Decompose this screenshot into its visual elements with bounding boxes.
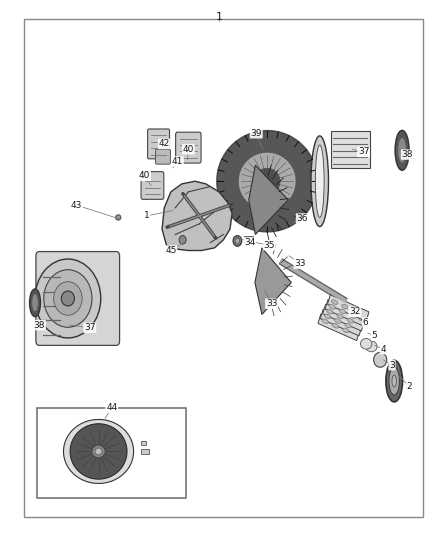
Ellipse shape — [389, 367, 399, 395]
Ellipse shape — [322, 319, 328, 324]
FancyBboxPatch shape — [141, 172, 164, 199]
Text: 34: 34 — [244, 238, 255, 247]
Polygon shape — [217, 131, 318, 232]
Ellipse shape — [395, 131, 409, 171]
Text: 40: 40 — [139, 172, 150, 180]
Text: 38: 38 — [34, 321, 45, 329]
FancyBboxPatch shape — [176, 132, 201, 163]
Ellipse shape — [44, 270, 92, 327]
FancyBboxPatch shape — [328, 295, 369, 321]
Polygon shape — [162, 181, 232, 251]
Text: 1: 1 — [215, 12, 223, 22]
Ellipse shape — [366, 341, 377, 352]
Text: 39: 39 — [251, 129, 262, 138]
Ellipse shape — [32, 294, 38, 312]
Text: 32: 32 — [349, 308, 360, 316]
Bar — [141, 441, 146, 445]
Ellipse shape — [350, 313, 356, 318]
Ellipse shape — [315, 145, 324, 217]
Polygon shape — [240, 154, 295, 209]
Ellipse shape — [35, 259, 101, 338]
Ellipse shape — [61, 291, 74, 306]
Circle shape — [235, 238, 240, 244]
Ellipse shape — [339, 309, 346, 314]
FancyBboxPatch shape — [148, 129, 170, 159]
Polygon shape — [70, 424, 127, 479]
Bar — [331, 131, 370, 168]
Polygon shape — [64, 419, 134, 483]
Ellipse shape — [325, 314, 331, 319]
Text: 44: 44 — [106, 403, 117, 412]
Ellipse shape — [53, 281, 82, 315]
Text: 33: 33 — [294, 260, 306, 268]
Text: 43: 43 — [71, 201, 82, 209]
Bar — [37, 408, 186, 498]
Bar — [141, 449, 149, 454]
Text: 2: 2 — [407, 382, 412, 391]
Text: 35: 35 — [264, 241, 275, 249]
Bar — [244, 236, 253, 243]
Text: 37: 37 — [358, 148, 369, 156]
Ellipse shape — [332, 300, 338, 304]
Ellipse shape — [337, 314, 343, 319]
FancyBboxPatch shape — [320, 309, 362, 336]
Ellipse shape — [335, 319, 341, 324]
Ellipse shape — [343, 328, 349, 333]
Ellipse shape — [327, 309, 333, 314]
Ellipse shape — [345, 323, 351, 328]
Circle shape — [233, 236, 242, 246]
Polygon shape — [255, 248, 291, 314]
Text: 36: 36 — [297, 214, 308, 223]
Polygon shape — [254, 168, 280, 194]
Ellipse shape — [95, 448, 102, 455]
Ellipse shape — [386, 360, 403, 402]
Ellipse shape — [116, 215, 121, 220]
FancyBboxPatch shape — [323, 304, 364, 331]
Ellipse shape — [329, 304, 336, 309]
Text: 40: 40 — [183, 145, 194, 154]
Text: 42: 42 — [159, 140, 170, 148]
Text: 6: 6 — [363, 318, 369, 327]
Text: 3: 3 — [389, 361, 395, 369]
Ellipse shape — [311, 136, 328, 227]
Text: 41: 41 — [172, 157, 183, 166]
Text: 4: 4 — [381, 345, 386, 353]
Ellipse shape — [360, 338, 372, 349]
Text: 38: 38 — [402, 150, 413, 159]
Text: 45: 45 — [165, 246, 177, 255]
Ellipse shape — [374, 352, 387, 367]
Polygon shape — [249, 165, 288, 235]
FancyBboxPatch shape — [318, 314, 360, 341]
Ellipse shape — [342, 304, 348, 309]
Ellipse shape — [332, 324, 339, 328]
Text: 5: 5 — [371, 332, 378, 340]
Text: 33: 33 — [266, 300, 277, 308]
Ellipse shape — [29, 289, 40, 317]
Ellipse shape — [347, 318, 353, 323]
Ellipse shape — [352, 309, 358, 313]
FancyBboxPatch shape — [36, 252, 120, 345]
FancyBboxPatch shape — [325, 300, 367, 326]
Text: 1: 1 — [144, 212, 150, 220]
Text: 37: 37 — [84, 324, 95, 332]
Ellipse shape — [92, 445, 105, 458]
Ellipse shape — [392, 375, 396, 387]
Circle shape — [179, 236, 186, 244]
Ellipse shape — [398, 138, 406, 163]
FancyBboxPatch shape — [155, 149, 170, 164]
